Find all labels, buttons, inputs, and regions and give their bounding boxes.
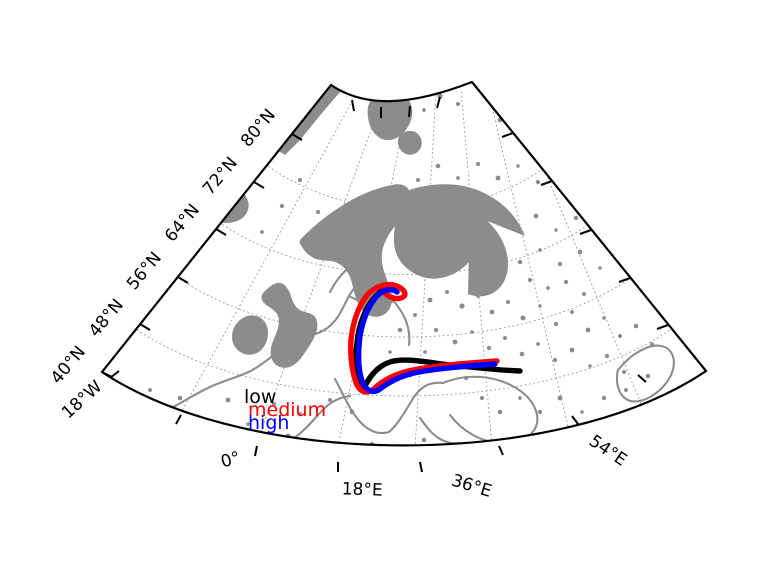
gridline-lat-72 bbox=[264, 163, 550, 210]
frame-top-arc bbox=[329, 80, 474, 103]
lat-label-48N: 48°N bbox=[85, 295, 128, 341]
coastlines bbox=[148, 85, 675, 446]
legend-label-high: high bbox=[248, 412, 289, 434]
frame-right-edge bbox=[470, 80, 708, 373]
lat-label-64N: 64°N bbox=[161, 200, 204, 246]
ticks-top bbox=[351, 96, 441, 118]
coast-arctic-islands bbox=[422, 93, 542, 160]
gridline-lat-40 bbox=[102, 370, 706, 446]
gridline-lat-48 bbox=[136, 329, 671, 397]
gridline-lat-64 bbox=[218, 221, 593, 275]
coast-finland-karelia bbox=[393, 188, 480, 279]
legend: low medium high bbox=[244, 386, 326, 434]
gridline-lon-54E bbox=[536, 97, 706, 372]
legend-label-medium: medium bbox=[248, 399, 326, 421]
ticks-bottom bbox=[109, 370, 647, 473]
coast-balkans bbox=[387, 381, 445, 434]
lon-label-18E: 18°E bbox=[341, 479, 383, 500]
coast-svalbard-edgeoya bbox=[398, 130, 422, 155]
coast-white-sea bbox=[468, 207, 508, 297]
gridline-lon-0 bbox=[248, 99, 383, 446]
gridline-lon-18E bbox=[412, 92, 437, 446]
lat-label-72N: 72°N bbox=[199, 153, 242, 199]
gridline-lon-9E bbox=[330, 97, 410, 446]
coast-great-britain bbox=[261, 282, 318, 368]
gridline-lon-9W bbox=[171, 95, 356, 430]
gridline-lat-80 bbox=[330, 82, 473, 102]
lat-label-80N: 80°N bbox=[237, 105, 280, 151]
ticks-left bbox=[101, 133, 303, 378]
coast-italy bbox=[333, 377, 391, 434]
coast-kola-northcoast bbox=[409, 184, 525, 236]
lat-label-40N: 40°N bbox=[47, 342, 90, 388]
ticks-right bbox=[501, 132, 669, 330]
lon-label-0: 0° bbox=[219, 448, 243, 473]
coast-black-sea bbox=[441, 375, 539, 445]
coast-caspian-sea bbox=[615, 344, 675, 403]
gridline-lon-36E bbox=[486, 85, 573, 444]
track-high bbox=[355, 286, 498, 395]
coast-ireland bbox=[232, 315, 268, 355]
trajectory-tracks bbox=[348, 281, 523, 395]
map-frame bbox=[100, 80, 708, 473]
coast-baltic-east bbox=[390, 297, 411, 347]
track-medium bbox=[348, 281, 500, 395]
lon-label-36E: 36°E bbox=[449, 471, 494, 502]
lon-label-54E: 54°E bbox=[585, 431, 630, 470]
coast-svalbard bbox=[367, 91, 413, 141]
coast-greenland-edge bbox=[277, 85, 346, 155]
lat-label-56N: 56°N bbox=[123, 248, 166, 294]
frame-bottom-arc bbox=[100, 369, 708, 447]
coast-turkey-south bbox=[457, 441, 572, 446]
gridline-lat-56 bbox=[176, 276, 633, 338]
legend-label-low: low bbox=[244, 386, 276, 408]
coast-denmark-coast bbox=[328, 257, 367, 294]
